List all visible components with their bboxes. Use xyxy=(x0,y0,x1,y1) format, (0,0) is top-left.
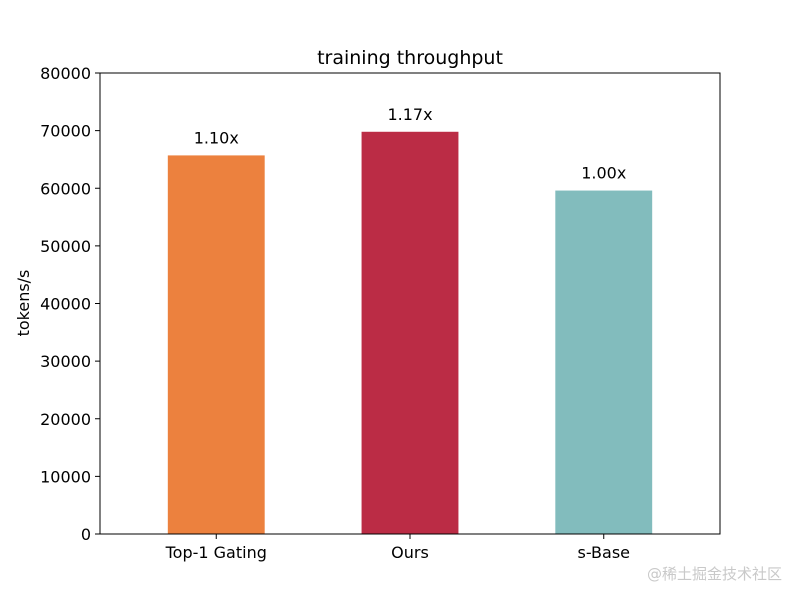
y-tick-label-0: 0 xyxy=(81,525,91,544)
chart-title: training throughput xyxy=(317,47,503,69)
bars-layer xyxy=(167,131,653,534)
y-tick-label-3: 30000 xyxy=(40,352,91,371)
y-tick-label-7: 70000 xyxy=(40,122,91,141)
y-tick-label-5: 50000 xyxy=(40,237,91,256)
bar-2 xyxy=(555,190,653,534)
bar-label-0: 1.10x xyxy=(194,128,239,147)
bar-value-labels: 1.10x 1.17x 1.00x xyxy=(194,105,627,183)
x-tick-label-0: Top-1 Gating xyxy=(165,543,267,562)
bar-1 xyxy=(361,131,459,534)
x-ticks: Top-1 Gating Ours s-Base xyxy=(165,534,630,562)
y-tick-label-6: 60000 xyxy=(40,179,91,198)
y-tick-label-1: 10000 xyxy=(40,467,91,486)
bar-0 xyxy=(167,155,265,534)
bar-label-2: 1.00x xyxy=(581,164,626,183)
y-tick-label-4: 40000 xyxy=(40,295,91,314)
x-tick-label-1: Ours xyxy=(391,543,429,562)
y-ticks: 0 10000 20000 30000 40000 50000 60000 70000 8000… xyxy=(40,64,100,544)
bar-label-1: 1.17x xyxy=(387,105,432,124)
y-tick-label-2: 20000 xyxy=(40,410,91,429)
x-tick-label-2: s-Base xyxy=(578,543,631,562)
watermark: @稀土掘金技术社区 xyxy=(646,565,782,583)
plot-frame xyxy=(99,72,721,535)
y-tick-label-8: 80000 xyxy=(40,64,91,83)
y-axis-label: tokens/s xyxy=(14,270,33,337)
